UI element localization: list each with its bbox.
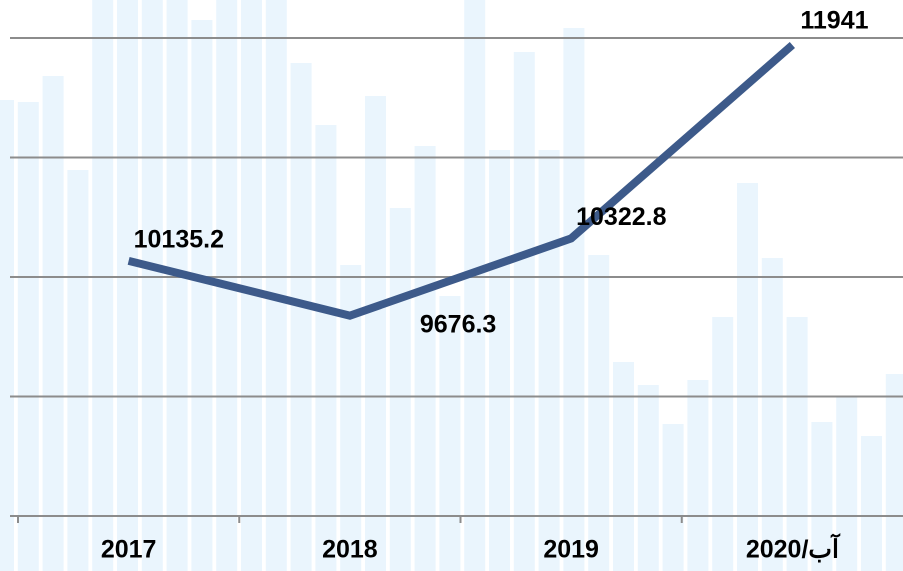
background-bar xyxy=(42,76,64,571)
background-bar xyxy=(712,317,734,571)
background-bar xyxy=(117,0,138,571)
background-bar xyxy=(811,422,833,571)
x-tick-label: 2019 xyxy=(543,536,599,564)
background-bar xyxy=(885,374,903,571)
background-bar xyxy=(861,436,882,571)
background-bar xyxy=(315,125,337,571)
background-bar xyxy=(17,102,39,571)
background-bar xyxy=(563,28,585,571)
background-bar xyxy=(340,265,362,571)
background-bar xyxy=(141,0,163,571)
x-tick-label: 2018 xyxy=(322,536,378,564)
background-bar xyxy=(588,255,610,571)
background-bar xyxy=(414,146,436,571)
data-label: 9676.3 xyxy=(420,310,496,338)
background-bar xyxy=(464,0,486,571)
data-label: 10135.2 xyxy=(134,225,224,253)
data-label: 10322.8 xyxy=(576,203,666,231)
background-bar xyxy=(538,150,560,571)
background-bar xyxy=(613,362,634,571)
background-bar xyxy=(637,385,659,571)
background-bar xyxy=(67,170,89,571)
background-bar xyxy=(191,20,213,571)
background-bar xyxy=(0,100,14,571)
background-bar xyxy=(786,317,808,571)
background-bar xyxy=(265,0,287,571)
x-tick-label: 2020/آب xyxy=(746,533,841,564)
background-bar xyxy=(513,52,535,571)
background-bar xyxy=(737,183,758,571)
background-bar xyxy=(836,396,858,571)
data-label: 11941 xyxy=(800,7,868,35)
line xyxy=(127,42,796,320)
background-bar xyxy=(290,63,312,571)
background-bar xyxy=(241,0,262,571)
x-tick-label: 2017 xyxy=(101,536,157,564)
background-bar xyxy=(365,96,386,571)
background-bar xyxy=(662,424,684,571)
background-bar xyxy=(92,0,114,571)
background-bar xyxy=(166,0,188,571)
background-bar xyxy=(761,258,783,571)
background-bar xyxy=(489,150,510,571)
background-bar xyxy=(687,380,709,571)
background-bar xyxy=(439,296,461,571)
